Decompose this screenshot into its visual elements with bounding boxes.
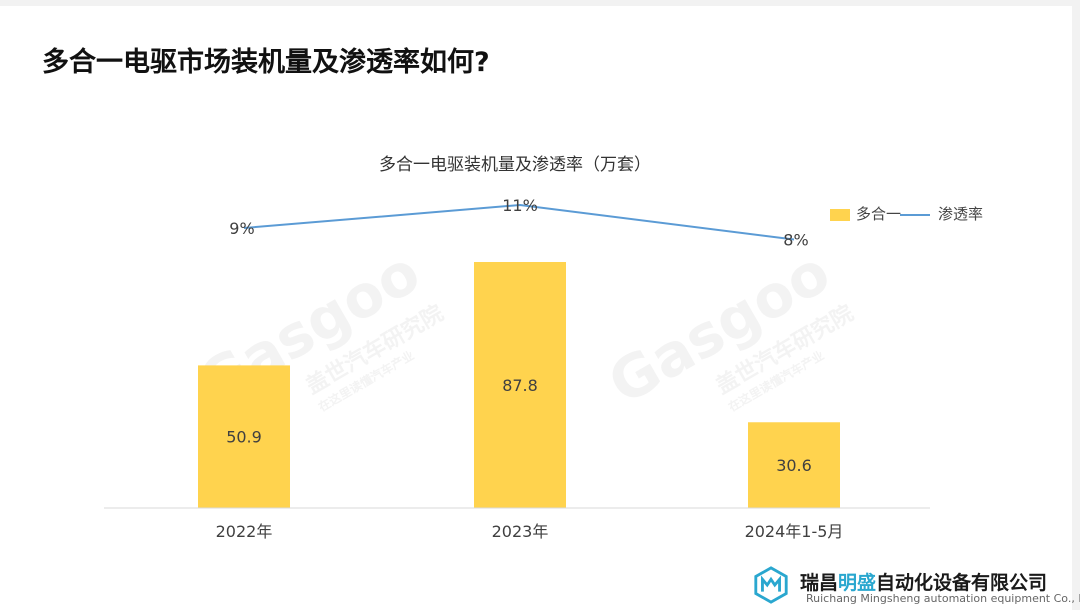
line-value-label-2: 11% (502, 196, 538, 215)
company-name-highlight: 明盛 (838, 572, 877, 594)
legend-label-line: 渗透率 (938, 205, 984, 223)
bar-3 (748, 422, 840, 508)
chart-title: 多合一电驱装机量及渗透率（万套） (379, 155, 651, 175)
company-name-en: Ruichang Mingsheng automation equipment … (806, 592, 1080, 605)
legend-swatch-line (900, 214, 930, 216)
page-title: 多合一电驱市场装机量及渗透率如何? (42, 47, 490, 78)
legend-swatch-bar (830, 209, 850, 221)
bar-1 (198, 365, 290, 508)
line-value-label-3: 8% (783, 231, 808, 250)
company-name-suffix: 自动化设备有限公司 (876, 572, 1048, 594)
x-tick-label-3: 2024年1-5月 (745, 522, 844, 541)
bar-2 (474, 262, 566, 508)
x-tick-label-2: 2023年 (492, 522, 549, 541)
bar-value-label-3: 30.6 (776, 456, 812, 475)
company-name: 瑞昌明盛自动化设备有限公司 (800, 568, 1047, 595)
bar-value-label-1: 50.9 (226, 428, 262, 447)
x-tick-label-1: 2022年 (216, 522, 273, 541)
line-value-label-1: 9% (229, 219, 254, 238)
bar-value-label-2: 87.8 (502, 376, 538, 395)
company-name-prefix: 瑞昌 (800, 572, 839, 594)
penetration-line (243, 203, 795, 241)
company-logo-icon (754, 566, 788, 604)
legend-label-bar: 多合一 (856, 205, 902, 223)
top-border (0, 0, 1080, 6)
right-border (1072, 0, 1080, 610)
